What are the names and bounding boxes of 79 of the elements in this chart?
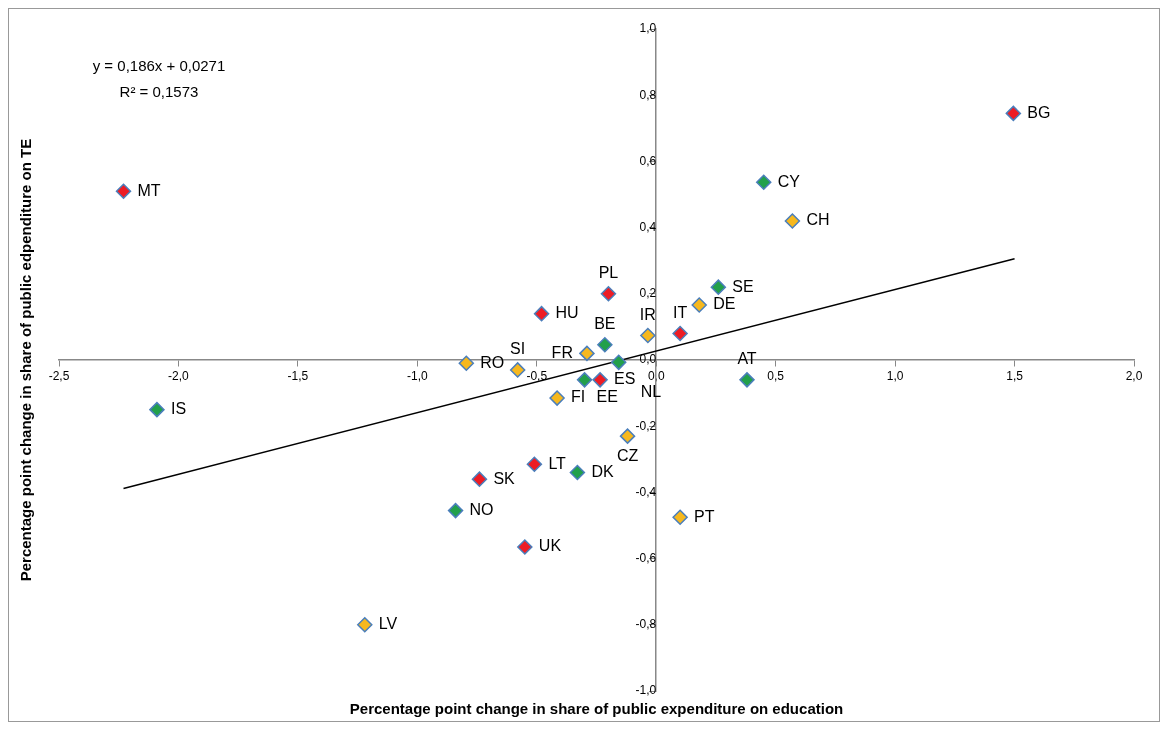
annotation: DE: [713, 295, 736, 313]
point: [471, 471, 488, 487]
annotation: CH: [806, 211, 830, 229]
point: [569, 464, 586, 481]
annotation: IT: [673, 303, 688, 321]
annotation: SI: [510, 340, 526, 358]
annotation: DK: [591, 462, 614, 480]
annotation: SK: [493, 469, 516, 487]
annotation: AT: [737, 350, 757, 368]
annotation: SE: [732, 277, 754, 295]
annotation: CY: [777, 172, 801, 190]
point: [739, 372, 755, 388]
annotation: LV: [378, 615, 398, 633]
y-tick-label: -1,0: [635, 683, 657, 698]
annotation: RO: [480, 353, 505, 371]
y-tick-label: -0,8: [635, 617, 657, 632]
point: [691, 297, 707, 313]
point: [592, 372, 608, 388]
x-tick-label: -1,5: [287, 368, 309, 383]
point: [576, 372, 593, 388]
x-tick-label: 2,0: [1125, 368, 1143, 383]
annotation: HU: [555, 304, 579, 322]
point: [672, 325, 688, 342]
point: [610, 354, 627, 371]
point: [115, 183, 132, 199]
point: [640, 327, 656, 344]
annotation: NL: [640, 382, 662, 400]
y-tick-label: 0,4: [639, 219, 657, 234]
y-tick-label: 0,6: [639, 153, 657, 168]
x-tick-label: 1,0: [886, 368, 904, 383]
point: [357, 617, 373, 633]
point: [458, 355, 475, 372]
x-tick-label: 1,5: [1006, 368, 1024, 383]
annotation: LT: [548, 454, 567, 472]
annotation: ES: [614, 370, 636, 388]
point: [1005, 105, 1022, 122]
annotation: EE: [596, 388, 618, 406]
point: [710, 279, 727, 295]
point: [672, 509, 688, 525]
x-tick-label: 0,5: [767, 368, 785, 383]
annotation: UK: [538, 537, 562, 555]
y-tick-label: -0,6: [635, 550, 657, 565]
point: [600, 286, 617, 302]
y-axis-title: Percentage point change in share of public edpenditure on TE: [17, 138, 35, 582]
annotation: y = 0,186x + 0,0271: [92, 57, 226, 75]
x-tick-label: -1,0: [406, 368, 428, 383]
point: [784, 213, 801, 229]
y-tick-label: 1,0: [639, 21, 657, 36]
point: [526, 456, 543, 473]
point: [517, 539, 533, 555]
point: [755, 174, 772, 190]
annotation: FI: [571, 388, 586, 406]
annotation: IS: [170, 400, 187, 418]
annotation: BG: [1027, 103, 1051, 121]
x-tick-label: -0,5: [526, 368, 548, 383]
y-tick-label: -0,4: [635, 484, 657, 499]
annotation: PL: [598, 264, 619, 282]
point: [533, 305, 550, 322]
y-tick-label: 0,2: [639, 286, 657, 301]
point: [579, 345, 595, 362]
y-tick-label: 0,8: [639, 87, 657, 102]
point: [509, 362, 526, 378]
annotation: PT: [694, 507, 715, 525]
annotation: CZ: [616, 446, 639, 464]
point: [149, 401, 165, 418]
annotation: BE: [594, 315, 616, 333]
annotation: FR: [551, 343, 573, 361]
x-axis-title: Percentage point change in share of public expenditure on education: [349, 699, 844, 717]
annotation: R² = 0,1573: [119, 83, 199, 101]
annotation: NO: [469, 501, 494, 519]
point: [549, 390, 565, 406]
x-tick-label: -2,0: [168, 368, 190, 383]
y-tick-label: -0,2: [635, 418, 657, 433]
point: [619, 428, 636, 444]
annotation: IR: [639, 305, 656, 323]
annotation: MT: [137, 181, 161, 199]
point: [447, 502, 464, 519]
point: [597, 337, 613, 353]
x-tick-label: -2,5: [48, 368, 70, 383]
